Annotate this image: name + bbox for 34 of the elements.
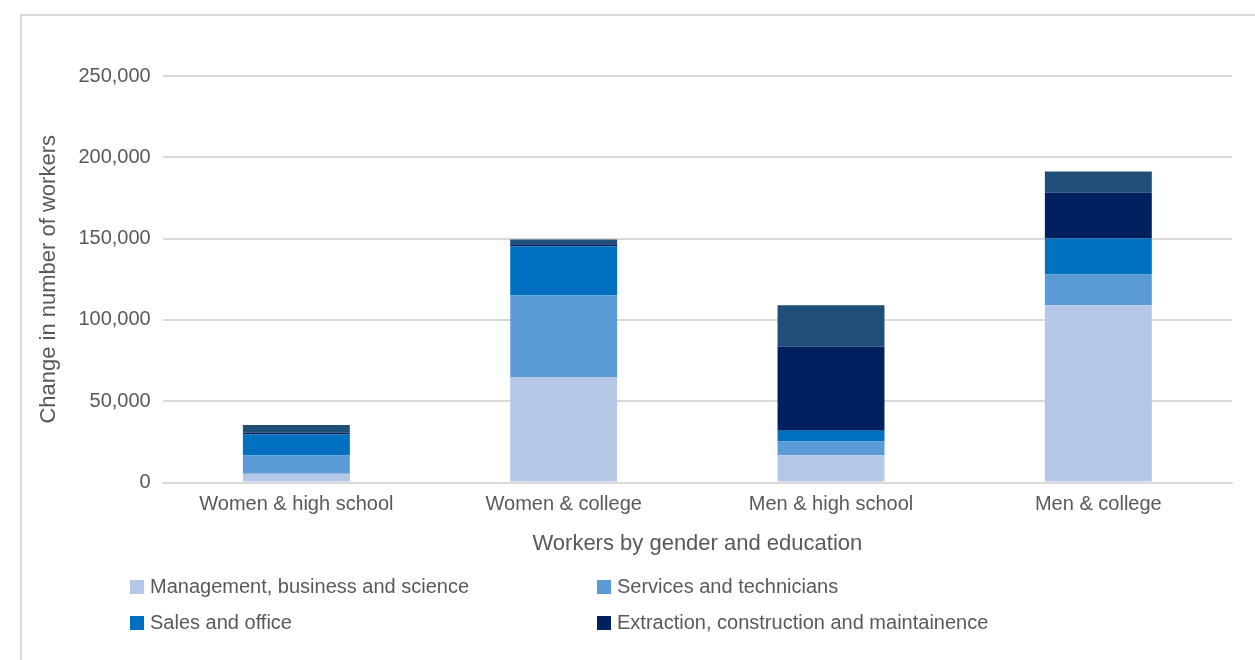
x-tick-label: Men & college — [1034, 492, 1162, 515]
bar — [242, 455, 350, 474]
y-tick-label: 200,000 — [78, 144, 151, 167]
bar — [1044, 305, 1152, 482]
bar — [1044, 171, 1152, 193]
x-tick-label: Women & college — [485, 492, 642, 515]
y-axis-title: Change in number of workers — [35, 135, 61, 424]
bar — [1044, 192, 1152, 239]
y-tick-label: 100,000 — [78, 307, 151, 330]
y-tick-label: 150,000 — [78, 226, 151, 249]
legend-label: Management, business and science — [150, 575, 470, 598]
x-tick-label: Men & high school — [748, 492, 914, 515]
bar — [510, 376, 618, 482]
bar — [510, 244, 618, 247]
bar — [777, 441, 885, 456]
bar — [242, 473, 350, 482]
legend-label: Services and technicians — [617, 575, 839, 598]
bar — [510, 295, 618, 377]
x-axis-title: Workers by gender and education — [532, 529, 863, 555]
bar — [777, 430, 885, 442]
legend-label: Sales and office — [150, 611, 292, 634]
x-tick-label: Women & high school — [199, 492, 394, 515]
bar — [1044, 274, 1152, 306]
bar — [777, 305, 885, 347]
y-tick-label: 0 — [139, 470, 151, 493]
bar — [777, 346, 885, 431]
bar — [242, 434, 350, 456]
y-tick-label: 250,000 — [78, 63, 151, 86]
y-tick-label: 50,000 — [89, 388, 151, 411]
legend-label: Extraction, construction and maintainence — [617, 611, 989, 634]
bar — [777, 455, 885, 482]
bar — [242, 425, 350, 433]
bar — [1044, 238, 1152, 275]
bar — [510, 246, 618, 296]
